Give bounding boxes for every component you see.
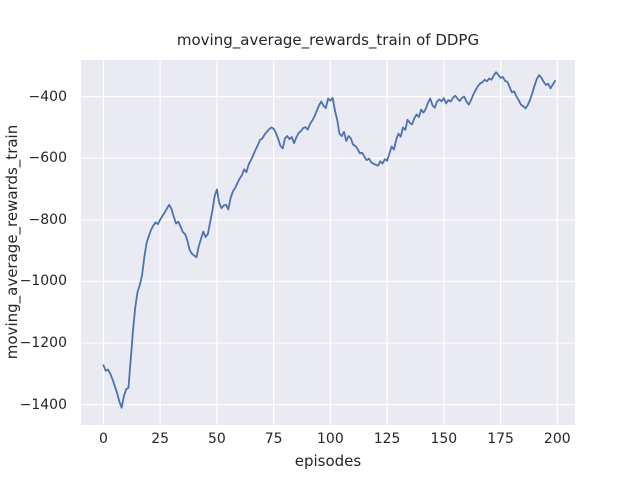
- x-tick-label: 150: [430, 431, 458, 447]
- data-line: [102, 71, 556, 409]
- y-tick-label: −1000: [19, 273, 67, 290]
- y-tick-label: −600: [28, 150, 67, 167]
- x-tick-label: 100: [317, 431, 344, 447]
- chart-title: moving_average_rewards_train of DDPG: [176, 31, 480, 49]
- x-tick-label: 175: [487, 431, 514, 447]
- x-tick-label: 0: [98, 431, 108, 447]
- y-tick-label: −1200: [19, 335, 67, 352]
- x-tick-label: 50: [208, 431, 226, 447]
- x-tick-label: 125: [373, 431, 401, 447]
- x-tick-label: 25: [151, 431, 170, 447]
- y-tick-label: −400: [28, 88, 67, 105]
- x-tick-label: 200: [543, 431, 571, 447]
- y-tick-label: −800: [28, 211, 67, 228]
- x-axis-label: episodes: [294, 452, 362, 470]
- x-tick-label: 75: [264, 431, 283, 447]
- y-tick-label: −1400: [19, 396, 67, 413]
- plot-canvas: [81, 60, 575, 425]
- plot-area: [81, 60, 575, 425]
